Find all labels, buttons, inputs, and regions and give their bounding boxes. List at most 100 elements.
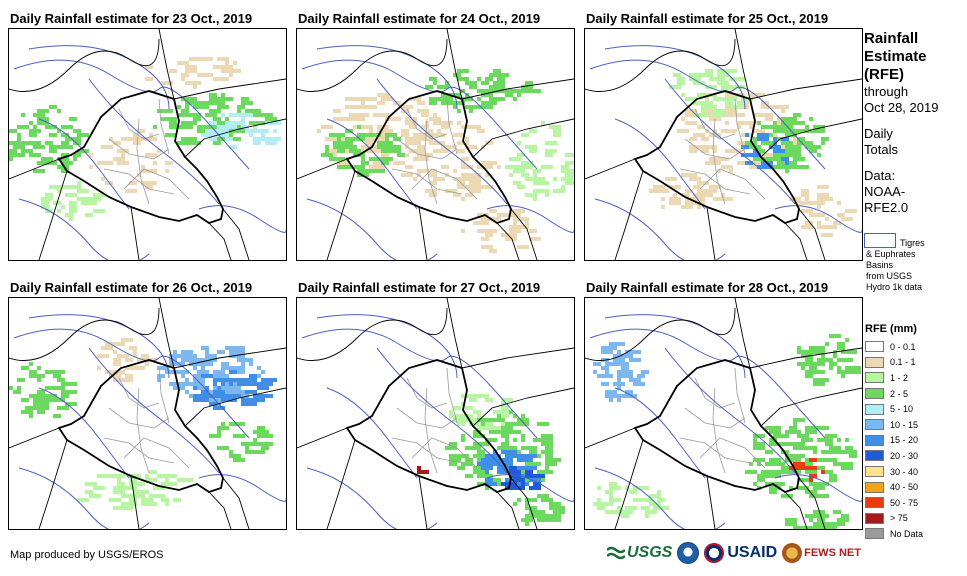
legend-swatch <box>865 528 884 540</box>
basin-boundary <box>301 328 538 439</box>
legend-swatch <box>865 419 884 431</box>
country-border <box>760 118 862 158</box>
province-boundary <box>684 138 746 160</box>
province-boundary <box>684 407 746 429</box>
basin-boundary <box>664 78 796 205</box>
side-date: Oct 28, 2019 <box>864 100 939 115</box>
legend-label: 1 - 2 <box>890 372 909 383</box>
country-border <box>585 307 736 361</box>
iraq-border <box>57 359 224 493</box>
panel-title-1: Daily Rainfall estimate for 23 Oct., 201… <box>10 11 253 26</box>
country-border <box>9 427 60 449</box>
province-boundary <box>411 437 478 469</box>
basin-boundary <box>306 198 438 260</box>
country-border <box>614 439 644 529</box>
country-border <box>130 206 140 260</box>
legend-item: 50 - 75 <box>865 495 923 511</box>
side-data-line: NOAA- <box>864 184 906 199</box>
iraq-border <box>57 90 224 224</box>
usgs-logo: USGS <box>607 544 672 562</box>
country-border <box>510 208 538 260</box>
country-border <box>510 477 538 529</box>
fews-logo-text: FEWS NET <box>804 547 861 559</box>
country-border <box>585 158 636 180</box>
country-border <box>9 38 160 92</box>
basin-boundary <box>614 387 706 479</box>
map-panel-5 <box>296 297 575 530</box>
basin-boundary <box>326 387 418 479</box>
province-boundary <box>123 168 190 200</box>
province-boundary <box>699 437 766 469</box>
basin-line: Basins <box>866 260 894 270</box>
legend-item: 5 - 10 <box>865 401 923 417</box>
country-border <box>418 475 428 529</box>
country-border <box>326 170 356 260</box>
legend-item: 1 - 2 <box>865 370 923 386</box>
rainfall-pixels <box>649 69 857 237</box>
basin-line: from USGS <box>866 271 913 281</box>
basin-boundary <box>376 78 508 205</box>
province-boundary <box>446 367 458 424</box>
basin-line: & Euphrates <box>866 249 916 259</box>
country-border <box>496 222 520 260</box>
province-boundary <box>734 98 746 155</box>
province-boundary <box>424 118 438 205</box>
legend-swatch <box>865 450 884 462</box>
panel-title-4: Daily Rainfall estimate for 26 Oct., 201… <box>10 280 253 295</box>
legend-item: 0.1 - 1 <box>865 355 923 371</box>
province-boundary <box>103 168 175 195</box>
country-border <box>461 347 574 369</box>
map-svg <box>9 29 286 260</box>
legend-item: 10 - 15 <box>865 417 923 433</box>
province-boundary <box>679 168 751 195</box>
legend-label: 10 - 15 <box>890 419 919 430</box>
province-boundary <box>123 437 190 469</box>
legend-label: > 75 <box>890 513 908 524</box>
legend-swatch <box>865 481 884 493</box>
country-border <box>297 427 348 449</box>
basin-boundary <box>306 467 438 529</box>
map-panel-4 <box>8 297 287 530</box>
legend-label: 50 - 75 <box>890 497 919 508</box>
basin-boundary <box>486 474 574 502</box>
iraq-border <box>633 90 800 224</box>
country-border <box>706 206 716 260</box>
basin-boundary <box>594 467 726 529</box>
side-totals-line: Totals <box>864 142 898 157</box>
map-panel-6 <box>584 297 863 530</box>
basin-swatch <box>864 233 896 248</box>
map-svg <box>9 298 286 529</box>
basin-boundary <box>774 474 862 502</box>
country-border <box>798 208 826 260</box>
province-boundary <box>108 138 170 160</box>
iraq-border <box>345 90 512 224</box>
province-boundary <box>103 437 175 464</box>
legend-title: RFE (mm) <box>865 323 917 335</box>
legend-swatch <box>865 466 884 478</box>
usgs-logo-text: USGS <box>627 544 673 561</box>
legend-item: > 75 <box>865 511 923 527</box>
side-through: through <box>864 84 909 99</box>
province-boundary <box>734 367 746 424</box>
basin-boundary <box>13 328 250 439</box>
side-data-line: Data: <box>864 168 896 183</box>
legend-item: 30 - 40 <box>865 464 923 480</box>
legend-swatch <box>865 341 884 353</box>
country-border <box>184 387 286 427</box>
province-boundary <box>136 387 150 474</box>
rainfall-pixels <box>593 334 861 529</box>
province-boundary <box>712 387 726 474</box>
rainfall-pixels <box>317 69 574 253</box>
legend-item: 2 - 5 <box>865 386 923 402</box>
fews-logo: FEWS NET <box>782 543 861 563</box>
basin-boundary <box>664 347 796 474</box>
usaid-logo: USAID <box>704 543 777 563</box>
basin-boundary <box>486 205 574 233</box>
basin-boundary <box>316 314 458 379</box>
country-border <box>784 491 808 529</box>
legend-label: 2 - 5 <box>890 388 909 399</box>
country-border <box>173 78 286 100</box>
basin-boundary <box>301 59 538 170</box>
map-panel-2 <box>296 28 575 261</box>
side-info: Rainfall Estimate (RFE) through Oct 28, … <box>864 30 938 216</box>
